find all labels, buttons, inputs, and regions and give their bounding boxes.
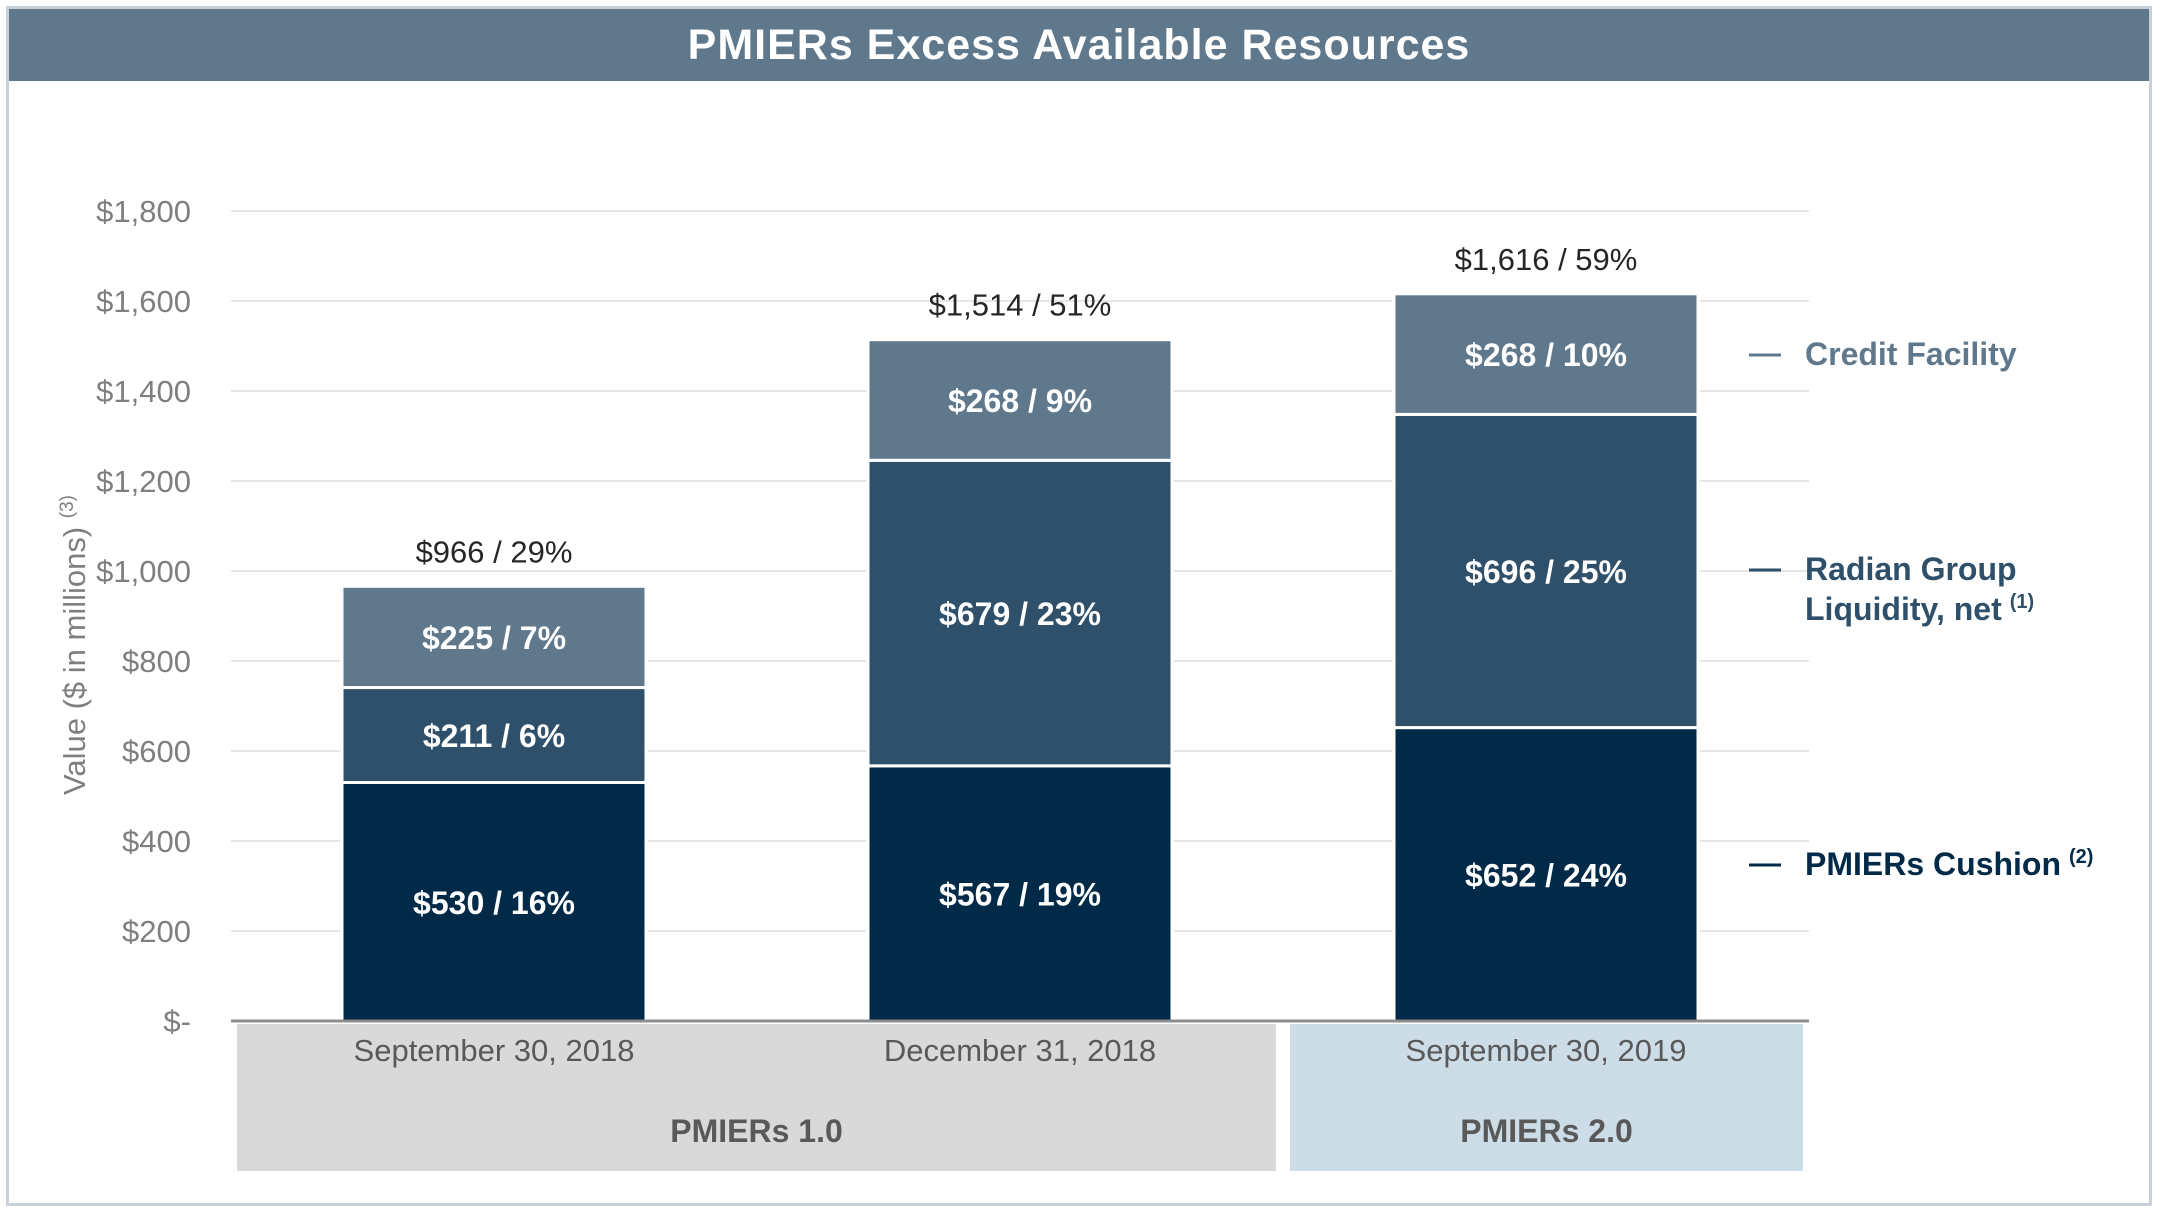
bar-total-label: $1,616 / 59% — [1455, 242, 1638, 277]
y-tick-label: $800 — [122, 644, 191, 679]
y-axis-title: Value ($ in millions) (3) — [57, 495, 92, 795]
bar-data-label: $530 / 16% — [413, 885, 575, 921]
bar-data-label: $268 / 9% — [948, 383, 1092, 419]
bar-segment — [866, 338, 1174, 462]
x-category-label: September 30, 2018 — [354, 1033, 635, 1068]
legend-label-line: PMIERs Cushion — [1805, 846, 2061, 882]
y-tick-label: $200 — [122, 914, 191, 949]
legend-label-line: Liquidity, net — [1805, 591, 2002, 627]
y-axis-label: Value ($ in millions) (3) — [57, 495, 92, 795]
bar-data-label: $679 / 23% — [939, 596, 1101, 632]
category-group-label: PMIERs 2.0 — [1460, 1113, 1633, 1149]
y-axis-title-text: Value ($ in millions) — [57, 518, 92, 795]
legend-label-line: Radian Group — [1805, 551, 2017, 587]
x-axis-category-labels: September 30, 2018 December 31, 2018 Septe… — [354, 1033, 1687, 1068]
category-group-band — [237, 1024, 1276, 1171]
bar-segment — [340, 584, 648, 690]
category-group-band — [1290, 1024, 1803, 1171]
legend: PMIERs Cushion (2) Radian Group Liquidity, … — [1749, 336, 2093, 882]
bar-data-label: $567 / 19% — [939, 876, 1101, 912]
bar-total-label: $966 / 29% — [416, 534, 573, 569]
bar-total-labels: $966 / 29% $1,514 / 51% $1,616 / 59% — [416, 242, 1638, 570]
bar-segment — [1392, 412, 1700, 730]
legend-label: PMIERs Cushion (2) — [1805, 846, 2093, 882]
x-category-label: December 31, 2018 — [884, 1033, 1156, 1068]
bar-segment — [866, 458, 1174, 768]
y-tick-label: $1,200 — [96, 464, 191, 499]
category-group-label: PMIERs 1.0 — [670, 1113, 843, 1149]
bar-data-label: $225 / 7% — [422, 620, 566, 656]
legend-label-line: Credit Facility — [1805, 336, 2017, 372]
legend-label-footnote: (1) — [2010, 591, 2034, 613]
category-group-labels: PMIERs 1.0 PMIERs 2.0 — [670, 1113, 1633, 1149]
chart-canvas: $- $200 $400 $600 $800 $1,000 $1,200 $1,400 $1,6… — [57, 194, 2093, 1171]
category-group-bands — [237, 1024, 1803, 1171]
y-tick-label: $- — [163, 1004, 191, 1039]
bar-data-label: $268 / 10% — [1465, 337, 1627, 373]
y-tick-label: $1,000 — [96, 554, 191, 589]
y-tick-label: $1,600 — [96, 284, 191, 319]
y-tick-label: $1,800 — [96, 194, 191, 229]
bar-segment — [1392, 726, 1700, 1023]
chart-title: PMIERs Excess Available Resources — [9, 9, 2149, 81]
chart-frame: PMIERs Excess Available Resources $- $200… — [6, 6, 2152, 1206]
bar-data-label: $211 / 6% — [423, 718, 565, 754]
bar-segments — [340, 292, 1700, 1023]
bar-data-label: $652 / 24% — [1465, 857, 1627, 893]
bar-segment — [1392, 292, 1700, 416]
bar-segment — [340, 781, 648, 1023]
legend-label-footnote: (2) — [2069, 846, 2093, 868]
legend-label: Radian Group Liquidity, net (1) — [1805, 551, 2034, 627]
y-axis-title-footnote: (3) — [57, 495, 78, 518]
bar-data-label: $696 / 25% — [1465, 554, 1627, 590]
bar-data-labels: $530 / 16% $211 / 6% $225 / 7% $567 / 19% $6… — [413, 337, 1627, 921]
y-tick-label: $1,400 — [96, 374, 191, 409]
bar-segment — [340, 686, 648, 784]
y-tick-label: $600 — [122, 734, 191, 769]
legend-label: Credit Facility — [1805, 336, 2017, 372]
bar-total-label: $1,514 / 51% — [929, 288, 1112, 323]
y-axis-ticks: $- $200 $400 $600 $800 $1,000 $1,200 $1,400 $1,6… — [96, 194, 191, 1039]
x-category-label: September 30, 2019 — [1406, 1033, 1687, 1068]
y-tick-label: $400 — [122, 824, 191, 859]
